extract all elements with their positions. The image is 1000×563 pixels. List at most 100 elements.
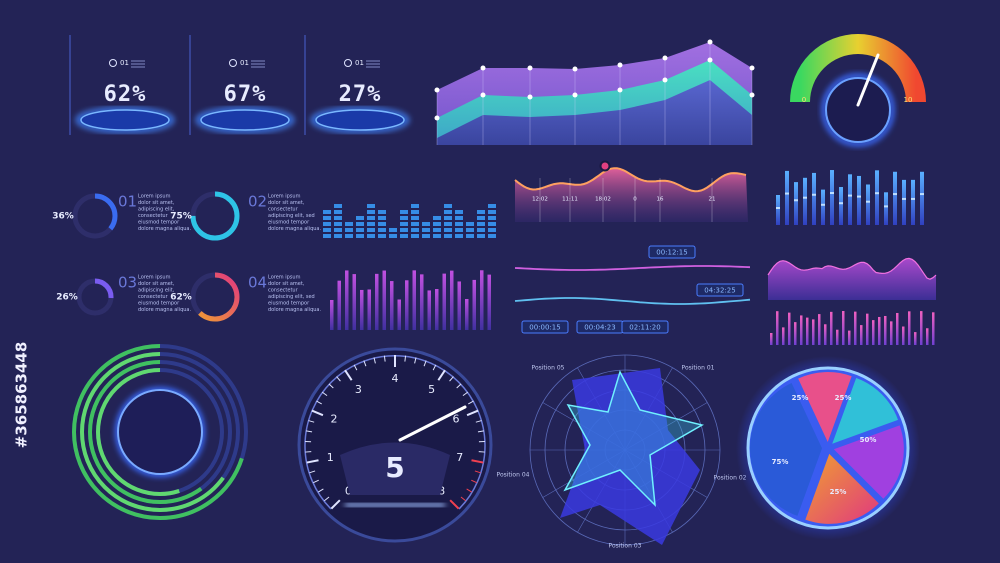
area-dot <box>617 87 623 93</box>
pie-slice <box>832 377 899 444</box>
eq-cell <box>323 216 331 220</box>
pink-bar <box>902 326 905 345</box>
timer-box <box>648 245 696 259</box>
wave-label: 0 <box>633 197 637 203</box>
area-dot <box>572 92 578 98</box>
speed-tick <box>313 479 319 484</box>
speed-reading: 5 <box>385 451 404 484</box>
eq-bar <box>375 273 379 330</box>
eq-cell <box>477 228 485 232</box>
eq-cell <box>378 216 386 220</box>
speed-label: 8 <box>438 485 445 498</box>
ring-text: dolor sit amet, <box>268 200 305 206</box>
pink-bar <box>770 333 773 345</box>
wave-label: 18:02 <box>595 197 611 203</box>
eq-cell <box>356 234 364 238</box>
ring-arc <box>190 272 240 322</box>
area-dot <box>434 115 440 121</box>
purple-wave-line <box>767 257 937 280</box>
area-dot <box>749 65 755 71</box>
blue-bar <box>776 195 780 225</box>
eq-cell <box>411 228 419 232</box>
pie-label: 25% <box>792 394 809 402</box>
blue-bar-mark <box>803 196 807 199</box>
eq-cell <box>477 234 485 238</box>
blue-bar-mark <box>821 203 825 206</box>
pink-bar <box>812 319 815 345</box>
ring-band-fill <box>80 352 240 512</box>
eq-cell <box>345 234 353 238</box>
pink-bar <box>866 313 869 345</box>
speed-tick <box>462 391 469 397</box>
eq-cell <box>488 222 496 226</box>
radar-star <box>563 370 704 508</box>
eq-cell <box>411 222 419 226</box>
pie-label: 25% <box>835 394 852 402</box>
timer-box <box>696 283 744 297</box>
speed-tick <box>306 459 319 464</box>
radar-label: Position 02 <box>714 475 747 482</box>
blue-bar <box>911 179 915 225</box>
eq-bar <box>450 270 454 330</box>
wave-label: 11:11 <box>562 197 578 203</box>
blue-bar-mark <box>839 202 843 205</box>
ring-arc <box>76 278 114 316</box>
card-index: 01 <box>355 59 364 67</box>
blue-bar <box>830 170 834 225</box>
pink-bar <box>782 327 785 345</box>
eq-cell <box>466 234 474 238</box>
eq-bar <box>472 279 476 330</box>
pink-bar <box>890 321 893 345</box>
eq-cell <box>477 216 485 220</box>
speed-tick <box>456 383 462 389</box>
blue-bar-mark <box>785 192 789 195</box>
eq-cell <box>389 228 397 232</box>
speed-base <box>345 503 445 507</box>
speed-tick <box>311 409 324 417</box>
pink-bar <box>818 314 821 345</box>
eq-cell <box>444 216 452 220</box>
wave-label: 21 <box>709 197 716 203</box>
pink-bar <box>872 320 875 345</box>
eq-cell <box>444 222 452 226</box>
flow-line <box>514 265 751 271</box>
blue-bar <box>785 170 789 225</box>
ring-text: adipiscing elit, <box>138 288 175 294</box>
area-dot <box>434 87 440 93</box>
blue-bar-mark <box>857 195 861 198</box>
eq-cell <box>411 234 419 238</box>
eq-cell <box>334 216 342 220</box>
ring-text: dolor sit amet, <box>138 200 175 206</box>
eq-bar <box>427 290 431 330</box>
timer: 00:12:15 <box>656 249 687 257</box>
ring-text: Lorem ipsum <box>268 194 301 200</box>
pink-bar <box>824 324 827 345</box>
eq-cell <box>411 204 419 208</box>
eq-cell <box>400 216 408 220</box>
ring-label: 36% <box>52 212 74 222</box>
speed-tick <box>423 360 427 367</box>
eq-bar <box>480 270 484 330</box>
eq-cell <box>455 228 463 232</box>
pink-bar <box>896 312 899 345</box>
pink-bar <box>920 311 923 345</box>
blue-bar <box>812 172 816 225</box>
blue-bar <box>857 175 861 225</box>
eq-cell <box>488 210 496 214</box>
blue-bar <box>866 184 870 225</box>
ring-number: 02 <box>248 193 267 211</box>
eq-cell <box>345 228 353 232</box>
eq-cell <box>367 222 375 226</box>
pink-bar <box>842 311 845 345</box>
card-base <box>200 109 290 131</box>
speed-tick <box>404 355 407 362</box>
speed-tick <box>471 479 477 484</box>
ring-text: adipiscing elit, sed <box>268 294 315 300</box>
eq-bar <box>435 289 439 330</box>
speed-tick <box>471 459 484 464</box>
speed-tick <box>449 376 454 382</box>
blue-bar-mark <box>902 197 906 200</box>
eq-cell <box>367 204 375 208</box>
ring-text: consectetur <box>268 207 299 213</box>
ring-text: eiusmod tempor <box>268 220 310 226</box>
